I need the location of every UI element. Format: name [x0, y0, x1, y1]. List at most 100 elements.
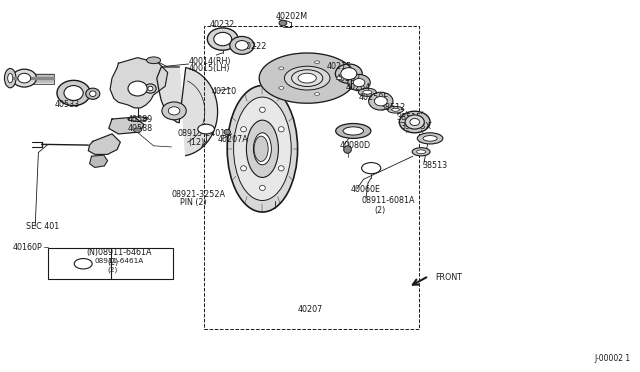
- Text: (2): (2): [374, 206, 386, 215]
- Text: 38512: 38512: [381, 103, 406, 112]
- Text: N: N: [369, 166, 374, 171]
- Text: 40222: 40222: [242, 42, 268, 51]
- Ellipse shape: [253, 133, 271, 165]
- Ellipse shape: [64, 86, 83, 100]
- Ellipse shape: [207, 28, 238, 50]
- Ellipse shape: [147, 57, 161, 64]
- Ellipse shape: [344, 146, 351, 153]
- Text: 40264: 40264: [346, 83, 371, 92]
- Text: 40207A: 40207A: [218, 135, 248, 144]
- Text: 08921-3252A: 08921-3252A: [172, 190, 225, 199]
- Ellipse shape: [8, 74, 13, 83]
- Ellipse shape: [284, 66, 330, 90]
- Ellipse shape: [234, 97, 291, 201]
- Text: J-00002 1: J-00002 1: [595, 354, 630, 363]
- Text: 40250E: 40250E: [358, 93, 388, 102]
- Ellipse shape: [128, 81, 147, 96]
- Text: 38515: 38515: [397, 113, 422, 122]
- Ellipse shape: [162, 102, 186, 120]
- Text: 08911-6081A: 08911-6081A: [362, 196, 415, 205]
- Ellipse shape: [405, 115, 424, 129]
- Text: (N)08911-6461A: (N)08911-6461A: [86, 248, 152, 257]
- Circle shape: [74, 259, 92, 269]
- Text: (2): (2): [108, 258, 119, 267]
- Circle shape: [362, 163, 381, 174]
- Text: W: W: [204, 126, 209, 132]
- Ellipse shape: [241, 126, 246, 132]
- Ellipse shape: [18, 73, 31, 83]
- Text: 40015(LH): 40015(LH): [189, 64, 230, 73]
- Text: 40215: 40215: [326, 62, 351, 71]
- Ellipse shape: [214, 32, 232, 46]
- Ellipse shape: [224, 129, 230, 135]
- Text: N: N: [81, 261, 86, 266]
- Text: 40160P: 40160P: [13, 243, 42, 252]
- Ellipse shape: [254, 136, 268, 161]
- Ellipse shape: [314, 61, 319, 64]
- Ellipse shape: [358, 88, 376, 96]
- Ellipse shape: [246, 120, 278, 177]
- Text: 08911-6461A: 08911-6461A: [95, 258, 144, 264]
- Bar: [48, 248, 173, 279]
- Circle shape: [198, 124, 214, 134]
- Ellipse shape: [374, 97, 387, 106]
- Ellipse shape: [128, 117, 147, 121]
- Text: 40060E: 40060E: [351, 185, 381, 194]
- Ellipse shape: [388, 106, 404, 113]
- Text: 40533: 40533: [54, 100, 79, 109]
- Text: 40080D: 40080D: [339, 141, 371, 150]
- Text: 40588: 40588: [128, 124, 153, 133]
- Polygon shape: [110, 58, 168, 108]
- Polygon shape: [259, 53, 351, 103]
- Ellipse shape: [145, 84, 156, 93]
- Polygon shape: [88, 134, 120, 154]
- Text: FRONT: FRONT: [435, 273, 462, 282]
- Ellipse shape: [417, 150, 426, 154]
- Text: 39253X: 39253X: [400, 122, 431, 131]
- Ellipse shape: [168, 107, 180, 115]
- Ellipse shape: [369, 92, 393, 110]
- Ellipse shape: [363, 90, 372, 94]
- Ellipse shape: [337, 77, 342, 80]
- Text: 40207: 40207: [298, 305, 323, 314]
- Text: PIN (2): PIN (2): [180, 198, 207, 207]
- Polygon shape: [157, 67, 218, 155]
- Ellipse shape: [279, 20, 287, 26]
- Text: 08915-2401A: 08915-2401A: [178, 129, 232, 138]
- Polygon shape: [13, 77, 54, 79]
- Polygon shape: [90, 155, 108, 167]
- Circle shape: [134, 128, 141, 132]
- Ellipse shape: [336, 124, 371, 138]
- Ellipse shape: [278, 166, 284, 171]
- Ellipse shape: [343, 127, 364, 135]
- Ellipse shape: [399, 111, 430, 133]
- Ellipse shape: [410, 118, 420, 125]
- Ellipse shape: [341, 68, 357, 80]
- Ellipse shape: [279, 67, 284, 70]
- Ellipse shape: [241, 166, 246, 171]
- Polygon shape: [109, 117, 144, 134]
- Ellipse shape: [227, 86, 298, 212]
- Ellipse shape: [90, 91, 96, 97]
- Text: 40210: 40210: [211, 87, 236, 96]
- Text: 40014(RH): 40014(RH): [189, 57, 231, 66]
- Text: 40232: 40232: [210, 20, 235, 29]
- Ellipse shape: [57, 80, 90, 106]
- Ellipse shape: [236, 41, 248, 50]
- Ellipse shape: [335, 64, 362, 83]
- Ellipse shape: [148, 86, 153, 91]
- Ellipse shape: [12, 69, 36, 87]
- Ellipse shape: [314, 93, 319, 95]
- Text: 40202M: 40202M: [275, 12, 307, 21]
- Ellipse shape: [292, 70, 323, 86]
- Ellipse shape: [260, 185, 265, 190]
- Ellipse shape: [298, 73, 316, 83]
- Ellipse shape: [86, 88, 100, 99]
- Ellipse shape: [417, 133, 443, 144]
- Ellipse shape: [423, 135, 437, 141]
- Ellipse shape: [348, 74, 370, 91]
- Text: (2): (2): [108, 266, 118, 273]
- Ellipse shape: [278, 126, 284, 132]
- Ellipse shape: [279, 87, 284, 89]
- Text: SEC 401: SEC 401: [26, 222, 59, 231]
